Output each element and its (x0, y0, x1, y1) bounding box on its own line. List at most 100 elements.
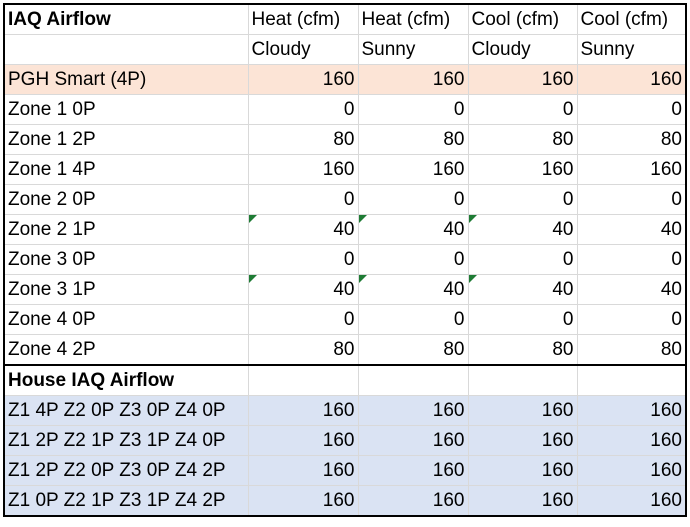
table-cell[interactable]: 0 (357, 304, 469, 335)
row-label[interactable]: Z1 2P Z2 0P Z3 0P Z4 2P (3, 455, 249, 486)
table-row: Zone 1 0P 0 0 0 0 (3, 94, 687, 125)
row-label[interactable]: Zone 1 0P (3, 94, 249, 125)
table-cell[interactable]: 160 (357, 485, 469, 517)
table-cell[interactable]: 160 (357, 395, 469, 426)
cell-value: 40 (333, 219, 355, 240)
table-cell[interactable]: 160 (576, 485, 687, 517)
empty-cell[interactable] (247, 364, 359, 396)
spreadsheet-table: IAQ Airflow Heat (cfm) Heat (cfm) Cool (… (3, 3, 687, 517)
header-empty-cell[interactable] (3, 34, 249, 65)
column-subheader-sunny[interactable]: Sunny (357, 34, 469, 65)
column-subheader-cloudy[interactable]: Cloudy (467, 34, 578, 65)
comment-flag-icon[interactable] (359, 215, 367, 223)
row-label[interactable]: Zone 4 0P (3, 304, 249, 335)
table-cell[interactable]: 0 (576, 244, 687, 275)
table-cell[interactable]: 160 (247, 154, 359, 185)
row-label[interactable]: Z1 4P Z2 0P Z3 0P Z4 0P (3, 395, 249, 426)
comment-flag-icon[interactable] (249, 215, 257, 223)
table-cell[interactable]: 0 (357, 184, 469, 215)
table-cell[interactable]: 160 (357, 425, 469, 456)
table-cell[interactable]: 0 (576, 94, 687, 125)
table-cell[interactable]: 160 (467, 455, 578, 486)
table-cell-with-comment[interactable]: 40 (357, 214, 469, 245)
empty-cell[interactable] (467, 364, 578, 396)
table-cell[interactable]: 160 (467, 425, 578, 456)
row-label[interactable]: Z1 2P Z2 1P Z3 1P Z4 0P (3, 425, 249, 456)
table-cell[interactable]: 0 (357, 244, 469, 275)
row-label[interactable]: Zone 1 2P (3, 124, 249, 155)
table-cell[interactable]: 0 (467, 304, 578, 335)
cell-value: 40 (333, 279, 355, 300)
empty-cell[interactable] (576, 364, 687, 396)
table-cell[interactable]: 80 (357, 334, 469, 366)
table-cell[interactable]: 160 (467, 485, 578, 517)
header-row-1: IAQ Airflow Heat (cfm) Heat (cfm) Cool (… (3, 3, 687, 35)
table-cell[interactable]: 0 (467, 94, 578, 125)
column-header-cool-cloudy[interactable]: Cool (cfm) (467, 3, 578, 35)
table-cell[interactable]: 160 (247, 455, 359, 486)
table-cell[interactable]: 0 (467, 184, 578, 215)
table-cell[interactable]: 0 (357, 94, 469, 125)
comment-flag-icon[interactable] (469, 275, 477, 283)
comment-flag-icon[interactable] (469, 215, 477, 223)
table-cell[interactable]: 160 (247, 425, 359, 456)
row-label[interactable]: Zone 3 0P (3, 244, 249, 275)
column-header-cool-sunny[interactable]: Cool (cfm) (576, 3, 687, 35)
table-cell[interactable]: 160 (357, 455, 469, 486)
row-label[interactable]: PGH Smart (4P) (3, 64, 249, 95)
table-cell[interactable]: 0 (467, 244, 578, 275)
table-cell-with-comment[interactable]: 40 (467, 274, 578, 305)
table-title[interactable]: IAQ Airflow (3, 3, 249, 35)
table-cell[interactable]: 160 (576, 425, 687, 456)
column-header-heat-cloudy[interactable]: Heat (cfm) (247, 3, 359, 35)
table-row: Z1 0P Z2 1P Z3 1P Z4 2P 160 160 160 160 (3, 485, 687, 517)
column-header-heat-sunny[interactable]: Heat (cfm) (357, 3, 469, 35)
table-cell[interactable]: 160 (247, 64, 359, 95)
table-cell[interactable]: 80 (576, 124, 687, 155)
table-cell[interactable]: 160 (357, 64, 469, 95)
table-row: Zone 4 0P 0 0 0 0 (3, 304, 687, 335)
row-label[interactable]: Zone 2 1P (3, 214, 249, 245)
table-cell[interactable]: 40 (576, 214, 687, 245)
row-label[interactable]: Z1 0P Z2 1P Z3 1P Z4 2P (3, 485, 249, 517)
table-cell[interactable]: 40 (576, 274, 687, 305)
table-cell-with-comment[interactable]: 40 (467, 214, 578, 245)
table-cell[interactable]: 160 (247, 485, 359, 517)
table-cell[interactable]: 0 (247, 184, 359, 215)
empty-cell[interactable] (357, 364, 469, 396)
column-subheader-cloudy[interactable]: Cloudy (247, 34, 359, 65)
table-cell[interactable]: 80 (247, 124, 359, 155)
row-label[interactable]: Zone 4 2P (3, 334, 249, 366)
table-cell[interactable]: 160 (576, 395, 687, 426)
table-cell[interactable]: 160 (576, 455, 687, 486)
section-title[interactable]: House IAQ Airflow (3, 364, 249, 396)
table-cell-with-comment[interactable]: 40 (247, 274, 359, 305)
table-cell[interactable]: 0 (247, 244, 359, 275)
table-cell[interactable]: 0 (247, 304, 359, 335)
table-cell[interactable]: 160 (467, 64, 578, 95)
table-cell[interactable]: 0 (247, 94, 359, 125)
column-subheader-sunny[interactable]: Sunny (576, 34, 687, 65)
table-cell[interactable]: 0 (576, 184, 687, 215)
row-label[interactable]: Zone 1 4P (3, 154, 249, 185)
table-cell-with-comment[interactable]: 40 (247, 214, 359, 245)
comment-flag-icon[interactable] (359, 275, 367, 283)
table-cell[interactable]: 160 (357, 154, 469, 185)
table-cell[interactable]: 160 (467, 154, 578, 185)
row-label[interactable]: Zone 2 0P (3, 184, 249, 215)
house-section-header-row: House IAQ Airflow (3, 364, 687, 396)
table-cell[interactable]: 160 (467, 395, 578, 426)
table-cell[interactable]: 80 (576, 334, 687, 366)
table-cell[interactable]: 160 (576, 154, 687, 185)
table-cell[interactable]: 160 (576, 64, 687, 95)
table-cell[interactable]: 80 (467, 124, 578, 155)
row-label[interactable]: Zone 3 1P (3, 274, 249, 305)
table-cell[interactable]: 0 (576, 304, 687, 335)
comment-flag-icon[interactable] (249, 275, 257, 283)
table-cell[interactable]: 80 (247, 334, 359, 366)
table-cell[interactable]: 80 (357, 124, 469, 155)
table-cell[interactable]: 80 (467, 334, 578, 366)
table-row: Z1 4P Z2 0P Z3 0P Z4 0P 160 160 160 160 (3, 395, 687, 426)
table-cell-with-comment[interactable]: 40 (357, 274, 469, 305)
table-cell[interactable]: 160 (247, 395, 359, 426)
